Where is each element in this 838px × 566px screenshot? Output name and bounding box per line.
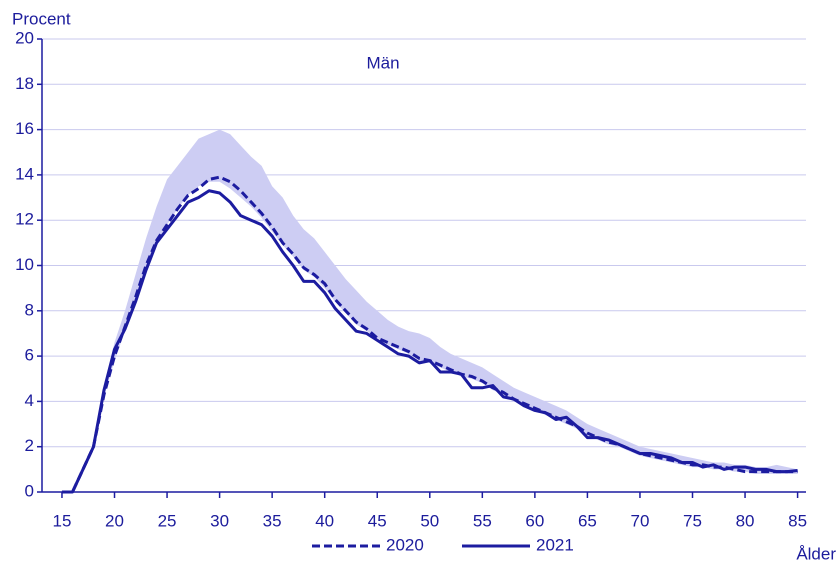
y-tick-label: 12 xyxy=(15,210,34,229)
x-tick-label: 35 xyxy=(263,511,282,530)
line-series xyxy=(61,189,798,494)
x-axis-label: Ålder xyxy=(796,544,836,563)
y-tick-label: 8 xyxy=(25,300,34,319)
x-tick-label: 15 xyxy=(53,511,72,530)
x-tick-label: 50 xyxy=(420,511,439,530)
x-tick-label: 30 xyxy=(210,511,229,530)
y-tick-label: 20 xyxy=(15,28,34,47)
x-tick-label: 40 xyxy=(315,511,334,530)
x-tick-label: 85 xyxy=(788,511,807,530)
y-tick-label: 4 xyxy=(25,391,34,410)
y-tick-label: 16 xyxy=(15,119,34,138)
legend-label: 2021 xyxy=(536,535,574,554)
y-axis-label: Procent xyxy=(12,9,71,28)
x-tick-label: 20 xyxy=(105,511,124,530)
x-tick-label: 70 xyxy=(630,511,649,530)
legend-label: 2020 xyxy=(386,535,424,554)
y-tick-label: 10 xyxy=(15,255,34,274)
y-tick-label: 0 xyxy=(25,481,34,500)
x-tick-label: 45 xyxy=(368,511,387,530)
y-tick-label: 6 xyxy=(25,346,34,365)
x-tick-label: 25 xyxy=(158,511,177,530)
x-tick-label: 75 xyxy=(683,511,702,530)
annotation: Män xyxy=(366,53,399,72)
y-tick-label: 2 xyxy=(25,436,34,455)
x-tick-label: 65 xyxy=(578,511,597,530)
x-tick-label: 55 xyxy=(473,511,492,530)
x-tick-label: 60 xyxy=(525,511,544,530)
y-tick-label: 18 xyxy=(15,74,34,93)
x-tick-label: 80 xyxy=(736,511,755,530)
y-tick-label: 14 xyxy=(15,164,34,183)
